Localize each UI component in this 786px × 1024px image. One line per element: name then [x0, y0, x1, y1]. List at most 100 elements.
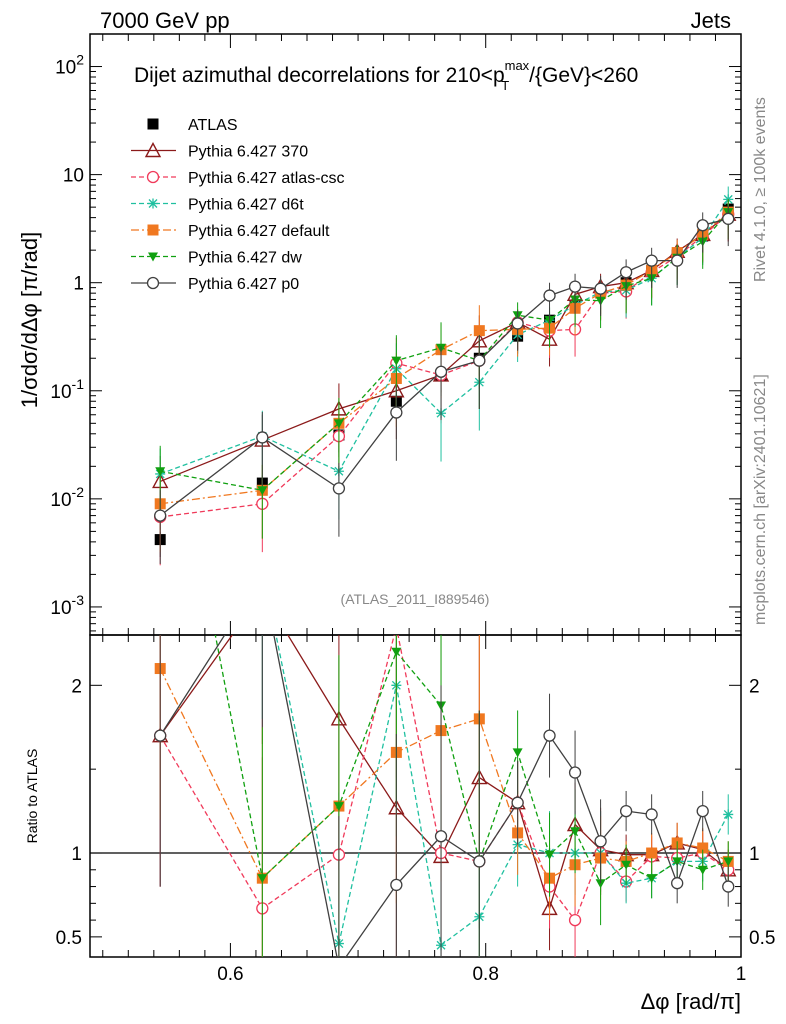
ratio-point: [473, 855, 486, 868]
data-point: [543, 289, 556, 302]
ratio-point: [697, 865, 708, 875]
ratio-point: [723, 857, 734, 867]
ratio-point: [697, 842, 709, 854]
data-point: [256, 431, 269, 444]
ratio-line: [214, 635, 729, 885]
ratio-point: [391, 647, 402, 657]
ratio-point: [257, 563, 267, 573]
data-point: [568, 280, 582, 293]
data-point: [333, 419, 344, 429]
legend-label: ATLAS: [188, 117, 238, 134]
ratio-point: [257, 571, 268, 582]
ratio-point: [696, 804, 709, 818]
side-label-site: mcplots.cern.ch [arXiv:2401.10621]: [752, 374, 769, 625]
ratio-point: [619, 804, 633, 818]
ratio-tick-label: 2: [749, 676, 760, 697]
legend-label: Pythia 6.427 370: [188, 144, 308, 161]
legend-marker: [146, 170, 160, 184]
ratio-point: [544, 850, 555, 860]
y-tick-label: 1: [73, 274, 84, 295]
data-point: [154, 509, 167, 522]
x-tick-label: 0.6: [217, 964, 243, 985]
chart-title: Dijet azimuthal decorrelations for 210<p…: [134, 58, 638, 93]
y-axis-label: 1/σdσ/dΔφ [π/rad]: [17, 232, 42, 408]
legend-label: Pythia 6.427 default: [188, 223, 330, 240]
ratio-point: [333, 802, 344, 812]
data-point: [645, 254, 658, 267]
y-tick-label: 102: [55, 52, 84, 79]
ratio-point: [568, 913, 582, 927]
ratio-series-0: [152, 586, 737, 957]
ratio-point: [671, 877, 684, 890]
y-tick-label: 10-1: [50, 376, 84, 403]
legend-marker: [148, 198, 158, 209]
data-point: [511, 317, 524, 330]
legend-marker: [147, 224, 159, 236]
ratio-point: [155, 345, 165, 355]
ratio-point: [570, 827, 581, 837]
ratio-point: [434, 830, 448, 843]
legend-label: Pythia 6.427 dw: [188, 250, 302, 267]
ratio-point: [723, 809, 734, 820]
data-point: [332, 482, 346, 495]
ratio-line: [159, 668, 729, 880]
data-point: [594, 282, 607, 295]
data-point: [257, 486, 268, 496]
ratio-tick-label: 1: [71, 844, 82, 865]
ratio-plot: 0.6 0.8 10.5 0.51 12 2: [56, 345, 775, 985]
legend-label: Pythia 6.427 p0: [188, 276, 299, 293]
ratio-point: [391, 621, 402, 632]
header-energy: 7000 GeV pp: [100, 8, 230, 33]
ratio-point: [722, 880, 735, 893]
y-tick-label: 10-3: [50, 592, 84, 619]
data-point: [390, 406, 403, 419]
x-axis-label: Δφ [rad/π]: [641, 989, 741, 1014]
ratio-series-5: [154, 571, 735, 973]
side-label-version: Rivet 4.1.0, ≥ 100k events: [752, 97, 769, 282]
ratio-series-1: [154, 621, 735, 957]
data-point: [155, 467, 166, 477]
data-point: [391, 356, 402, 366]
ratio-tick-label: 0.5: [56, 928, 82, 949]
y-tick-label: 10-2: [50, 484, 84, 511]
ratio-point: [646, 847, 658, 859]
ratio-line: [159, 635, 729, 922]
legend-marker: [144, 142, 162, 158]
legend-label: Pythia 6.427 d6t: [188, 197, 304, 214]
ratio-line: [159, 635, 729, 911]
ratio-point: [568, 766, 582, 779]
x-tick-label: 1: [736, 964, 747, 985]
ratio-point: [595, 879, 606, 889]
ratio-point: [646, 874, 657, 884]
ratio-point: [257, 874, 268, 884]
ratio-point: [621, 860, 632, 870]
header-observable: Jets: [691, 8, 731, 33]
ratio-point: [543, 729, 556, 742]
legend-marker: [148, 252, 158, 262]
data-point: [473, 354, 486, 367]
y-tick-label: 10: [63, 166, 84, 187]
ratio-y-axis-label: Ratio to ATLAS: [24, 749, 40, 844]
legend: ATLAS Pythia 6.427 370 Pythia 6.427 atlas-…: [131, 117, 345, 293]
series-line: [159, 199, 729, 475]
ratio-point: [155, 346, 165, 355]
data-point: [619, 266, 633, 279]
ratio-point: [255, 586, 269, 599]
ratio-point: [390, 878, 403, 892]
series-line: [160, 211, 729, 491]
data-point: [696, 219, 709, 232]
ratio-point: [333, 962, 344, 973]
ratio-point: [672, 857, 683, 867]
ratio-tick-label: 2: [71, 676, 82, 697]
series-6: [154, 205, 735, 564]
ratio-tick-label: 0.5: [749, 928, 775, 949]
data-point: [671, 254, 684, 267]
analysis-label: (ATLAS_2011_I889546): [341, 591, 490, 607]
legend-label: Pythia 6.427 atlas-csc: [188, 170, 345, 187]
ratio-point: [594, 835, 607, 848]
ratio-tick-label: 1: [749, 844, 760, 865]
ratio-point: [154, 729, 167, 742]
data-point: [434, 365, 448, 378]
data-point: [473, 325, 485, 337]
